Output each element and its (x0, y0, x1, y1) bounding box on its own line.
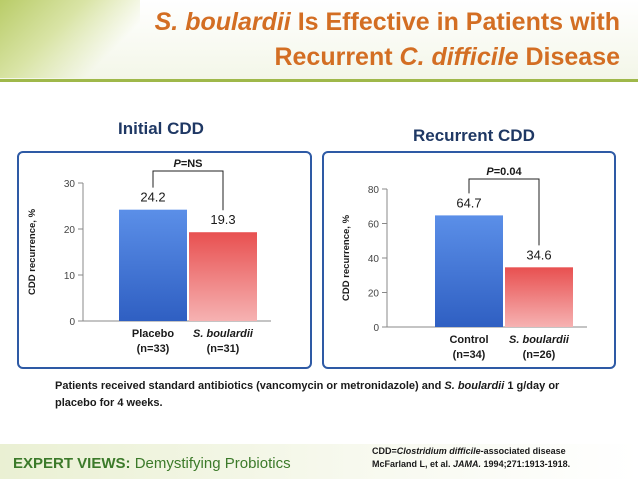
footer-bar (0, 444, 638, 479)
p-value-symbol: P (486, 166, 494, 178)
reference-note: CDD=Clostridium difficile-associated dis… (372, 445, 632, 471)
initial-cdd-chart-panel: 0 10 20 30 CDD recurrence, % 24.2 Placebo (n=33… (17, 151, 312, 369)
brand-rest: Demystifying Probiotics (130, 455, 291, 472)
header-decoration (0, 0, 140, 78)
brand-bold: EXPERT VIEWS: (13, 455, 131, 472)
y-tick-label: 20 (64, 225, 76, 236)
category-n-label: (n=33) (137, 343, 170, 355)
y-tick-label: 80 (368, 185, 380, 196)
category-n-label: (n=34) (453, 349, 486, 361)
significance-bracket (152, 170, 224, 211)
bar-value-label: 64.7 (456, 195, 481, 210)
p-value-text: =0.04 (494, 166, 523, 178)
title-text: Is Effective in Patients with (290, 8, 620, 36)
title-text: Disease (518, 43, 620, 71)
red-bar (505, 267, 573, 327)
slide-title-line-2: Recurrent C. difficile Disease (274, 43, 620, 72)
blue-bar (435, 215, 503, 327)
ref-text: McFarland L, et al. (372, 459, 454, 469)
title-text: Recurrent (274, 43, 400, 71)
study-footnote: Patients received standard antibiotics (… (55, 378, 595, 412)
footnote-text: 1 g/day or placebo for 4 weeks. (55, 380, 560, 409)
y-tick-label: 0 (373, 323, 379, 334)
footnote-text: Patients received standard antibiotics (… (55, 380, 445, 392)
y-tick-label: 0 (69, 317, 75, 328)
y-tick-label: 20 (368, 289, 380, 300)
p-value-label: P=0.04 (486, 166, 522, 178)
y-tick-label: 40 (368, 254, 380, 265)
ref-text: -associated disease (480, 446, 566, 456)
p-value-text: =NS (181, 158, 203, 170)
red-bar (189, 232, 257, 321)
ref-text: 1994;271:1913-1918. (481, 459, 571, 469)
footnote-italic: S. boulardii (444, 380, 505, 392)
ref-italic: Clostridium difficile (396, 446, 481, 456)
category-n-label: (n=31) (207, 343, 240, 355)
bar-value-label: 19.3 (210, 212, 235, 227)
category-label: Placebo (132, 328, 174, 340)
y-tick-label: 30 (64, 179, 76, 190)
reference-line-2: McFarland L, et al. JAMA. 1994;271:1913-… (372, 458, 632, 471)
ref-italic: JAMA. (453, 459, 482, 469)
initial-cdd-chart: 0 10 20 30 CDD recurrence, % 24.2 Placebo (n=33… (27, 158, 271, 355)
y-tick-label: 60 (368, 220, 380, 231)
footer-brand: EXPERT VIEWS: Demystifying Probiotics (13, 455, 291, 472)
y-axis-label: CDD recurrence, % (27, 208, 38, 295)
y-axis-label: CDD recurrence, % (341, 214, 352, 301)
y-tick-label: 10 (64, 271, 76, 282)
category-n-label: (n=26) (523, 349, 556, 361)
ref-text: CDD= (372, 446, 397, 456)
slide-title-line-1: S. boulardii Is Effective in Patients wi… (155, 8, 620, 37)
bar-value-label: 34.6 (526, 247, 551, 262)
title-italic-organism: S. boulardii (154, 8, 291, 36)
significance-bracket (468, 178, 540, 246)
category-label: S. boulardii (193, 328, 254, 340)
p-value-label: P=NS (173, 158, 202, 170)
title-italic-organism: C. difficile (399, 43, 519, 71)
category-label: S. boulardii (509, 334, 570, 346)
category-label: Control (449, 334, 488, 346)
p-value-symbol: P (173, 158, 181, 170)
initial-cdd-title: Initial CDD (118, 119, 204, 138)
bar-value-label: 24.2 (140, 190, 165, 205)
header-divider (0, 79, 638, 82)
reference-line-1: CDD=Clostridium difficile-associated dis… (372, 445, 632, 458)
blue-bar (119, 209, 187, 321)
recurrent-cdd-chart: 0 20 40 60 80 CDD recurrence, % 64.7 Control (n=… (341, 166, 587, 361)
recurrent-cdd-chart-panel: 0 20 40 60 80 CDD recurrence, % 64.7 Control (n=… (322, 151, 616, 369)
recurrent-cdd-title: Recurrent CDD (413, 126, 535, 145)
